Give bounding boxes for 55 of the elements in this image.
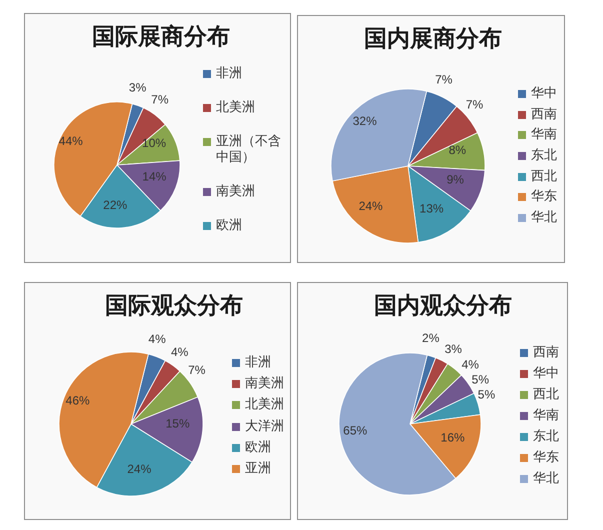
- legend-label: 华中: [531, 86, 557, 102]
- legend-label: 亚洲（不含中国）: [216, 134, 282, 166]
- legend-label: 非洲: [216, 66, 242, 82]
- text: 国际展商分布: [91, 23, 231, 51]
- chart-title: 国际观众分布: [104, 292, 244, 320]
- data-label: 15%: [166, 416, 190, 431]
- legend-label: 亚洲: [245, 460, 271, 477]
- legend-label: 东北: [533, 429, 559, 445]
- legend-label: 欧洲: [216, 218, 242, 234]
- data-label: 2%: [422, 330, 440, 345]
- data-label: 14%: [142, 169, 167, 184]
- legend-label: 华中: [533, 366, 559, 382]
- legend-label: 北美洲: [245, 397, 284, 414]
- legend-label: 南美洲: [245, 376, 284, 392]
- legend-label: 华东: [533, 450, 559, 466]
- legend-label: 华北: [531, 210, 557, 226]
- data-label: 10%: [142, 136, 166, 150]
- data-label: 3%: [128, 80, 147, 94]
- legend-label: 华北: [533, 471, 559, 487]
- data-label: 7%: [151, 92, 169, 107]
- data-label: 5%: [478, 388, 496, 402]
- legend-label: 华南: [531, 127, 557, 144]
- legend-label: 西南: [531, 106, 557, 123]
- legend-label: 西南: [533, 345, 559, 361]
- data-label: 46%: [66, 393, 90, 408]
- legend-label: 西北: [533, 387, 559, 403]
- data-label: 9%: [446, 172, 464, 186]
- legend-label: 西北: [531, 168, 557, 185]
- data-label: 4%: [170, 344, 189, 359]
- data-label: 7%: [188, 363, 206, 378]
- data-label: 16%: [440, 430, 465, 444]
- data-label: 4%: [148, 332, 166, 346]
- legend-label: 大洋洲: [245, 418, 284, 435]
- data-label: 3%: [444, 342, 462, 356]
- legend-label: 华南: [533, 408, 559, 424]
- data-label: 32%: [352, 114, 378, 128]
- data-label: 22%: [103, 198, 128, 212]
- data-label: 65%: [343, 424, 368, 438]
- data-label: 7%: [466, 98, 484, 112]
- data-label: 4%: [462, 358, 480, 372]
- chart-title: 国内观众分布: [373, 292, 513, 320]
- data-label: 13%: [420, 202, 444, 216]
- legend-label: 北美洲: [216, 100, 255, 116]
- data-label: 44%: [58, 134, 84, 148]
- data-label: 24%: [127, 462, 152, 476]
- legend-label: 欧洲: [245, 440, 271, 456]
- legend-label: 非洲: [245, 355, 271, 371]
- data-label: 7%: [435, 72, 453, 87]
- chart-title: 国内展商分布: [363, 25, 503, 53]
- legend-label: 东北: [531, 148, 557, 164]
- data-label: 5%: [472, 372, 490, 387]
- legend-label: 南美洲: [216, 184, 255, 200]
- data-label: 8%: [448, 143, 466, 158]
- data-label: 24%: [358, 199, 384, 214]
- legend-label: 华东: [531, 189, 557, 206]
